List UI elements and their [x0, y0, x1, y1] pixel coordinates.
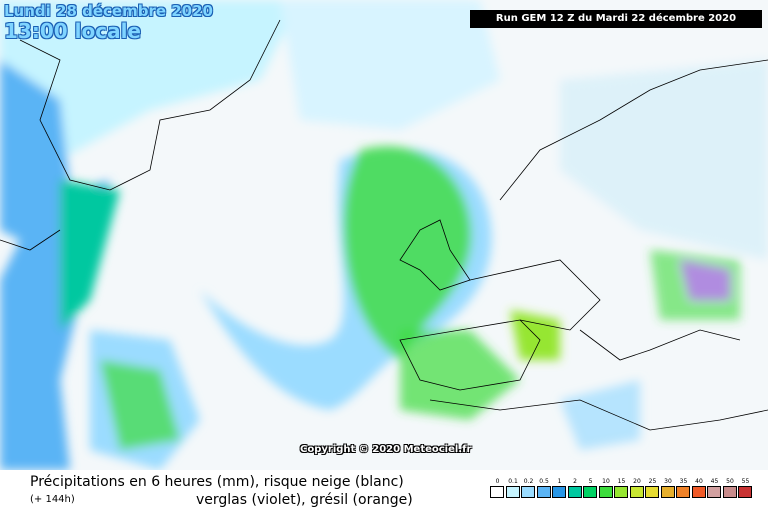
legend-swatch	[738, 486, 752, 498]
legend-item: 35	[676, 478, 691, 498]
legend-label: 45	[710, 478, 719, 485]
legend-swatch	[521, 486, 535, 498]
legend-swatch	[707, 486, 721, 498]
legend-swatch	[567, 486, 582, 498]
legend-label: 55	[741, 478, 750, 485]
coastlines	[0, 19, 768, 431]
legend-swatch	[583, 486, 597, 498]
legend-label: 20	[633, 478, 641, 485]
footer-subtitle: verglas (violet), grésil (orange)	[196, 492, 413, 508]
legend-swatch	[645, 486, 659, 498]
legend-label: 25	[648, 478, 657, 485]
legend-item: 55	[738, 478, 753, 498]
legend-swatch	[676, 486, 690, 498]
legend-item: 45	[707, 478, 722, 498]
legend-label: 0.5	[539, 478, 549, 485]
precipitation-field	[0, 0, 768, 470]
legend-item: 30	[660, 478, 676, 498]
legend-label: 2	[573, 478, 577, 485]
legend-swatch	[629, 486, 644, 498]
legend-label: 0.2	[523, 478, 534, 485]
model-run: Run GEM 12 Z du Mardi 22 décembre 2020	[470, 10, 762, 28]
legend-item: 5	[583, 478, 598, 498]
legend-item: 50	[722, 478, 738, 498]
forecast-time: 13:00 locale	[4, 19, 141, 43]
legend-swatch	[505, 486, 520, 498]
legend-label: 1	[557, 478, 562, 485]
legend-swatch	[598, 486, 613, 498]
legend-swatch	[490, 486, 504, 498]
legend-label: 0	[495, 478, 500, 485]
legend-item: 15	[614, 478, 629, 498]
legend-swatch	[660, 486, 675, 498]
legend-label: 30	[664, 478, 672, 485]
legend-swatch	[691, 486, 706, 498]
legend-item: 10	[598, 478, 614, 498]
copyright: Copyright © 2020 Meteociel.fr	[300, 444, 472, 455]
legend-item: 0.5	[536, 478, 552, 498]
legend-item: 1	[552, 478, 567, 498]
legend-item: 2	[567, 478, 583, 498]
map	[0, 0, 768, 470]
legend-label: 0.1	[508, 478, 518, 485]
legend-label: 50	[726, 478, 734, 485]
legend-item: 25	[645, 478, 660, 498]
legend-swatch	[552, 486, 566, 498]
legend-label: 5	[588, 478, 593, 485]
legend-label: 40	[695, 478, 703, 485]
forecast-date: Lundi 28 décembre 2020	[4, 2, 213, 20]
lead-time: (+ 144h)	[30, 494, 75, 505]
legend-item: 0.2	[521, 478, 536, 498]
legend-swatch	[722, 486, 737, 498]
legend-label: 15	[617, 478, 626, 485]
legend-swatch	[536, 486, 551, 498]
legend-item: 20	[629, 478, 645, 498]
footer: Précipitations en 6 heures (mm), risque …	[0, 470, 768, 512]
legend-item: 40	[691, 478, 707, 498]
legend-swatch	[614, 486, 628, 498]
legend-item: 0	[490, 478, 505, 498]
legend-item: 0.1	[505, 478, 521, 498]
legend-label: 10	[602, 478, 610, 485]
legend-label: 35	[679, 478, 688, 485]
footer-title: Précipitations en 6 heures (mm), risque …	[30, 474, 404, 490]
